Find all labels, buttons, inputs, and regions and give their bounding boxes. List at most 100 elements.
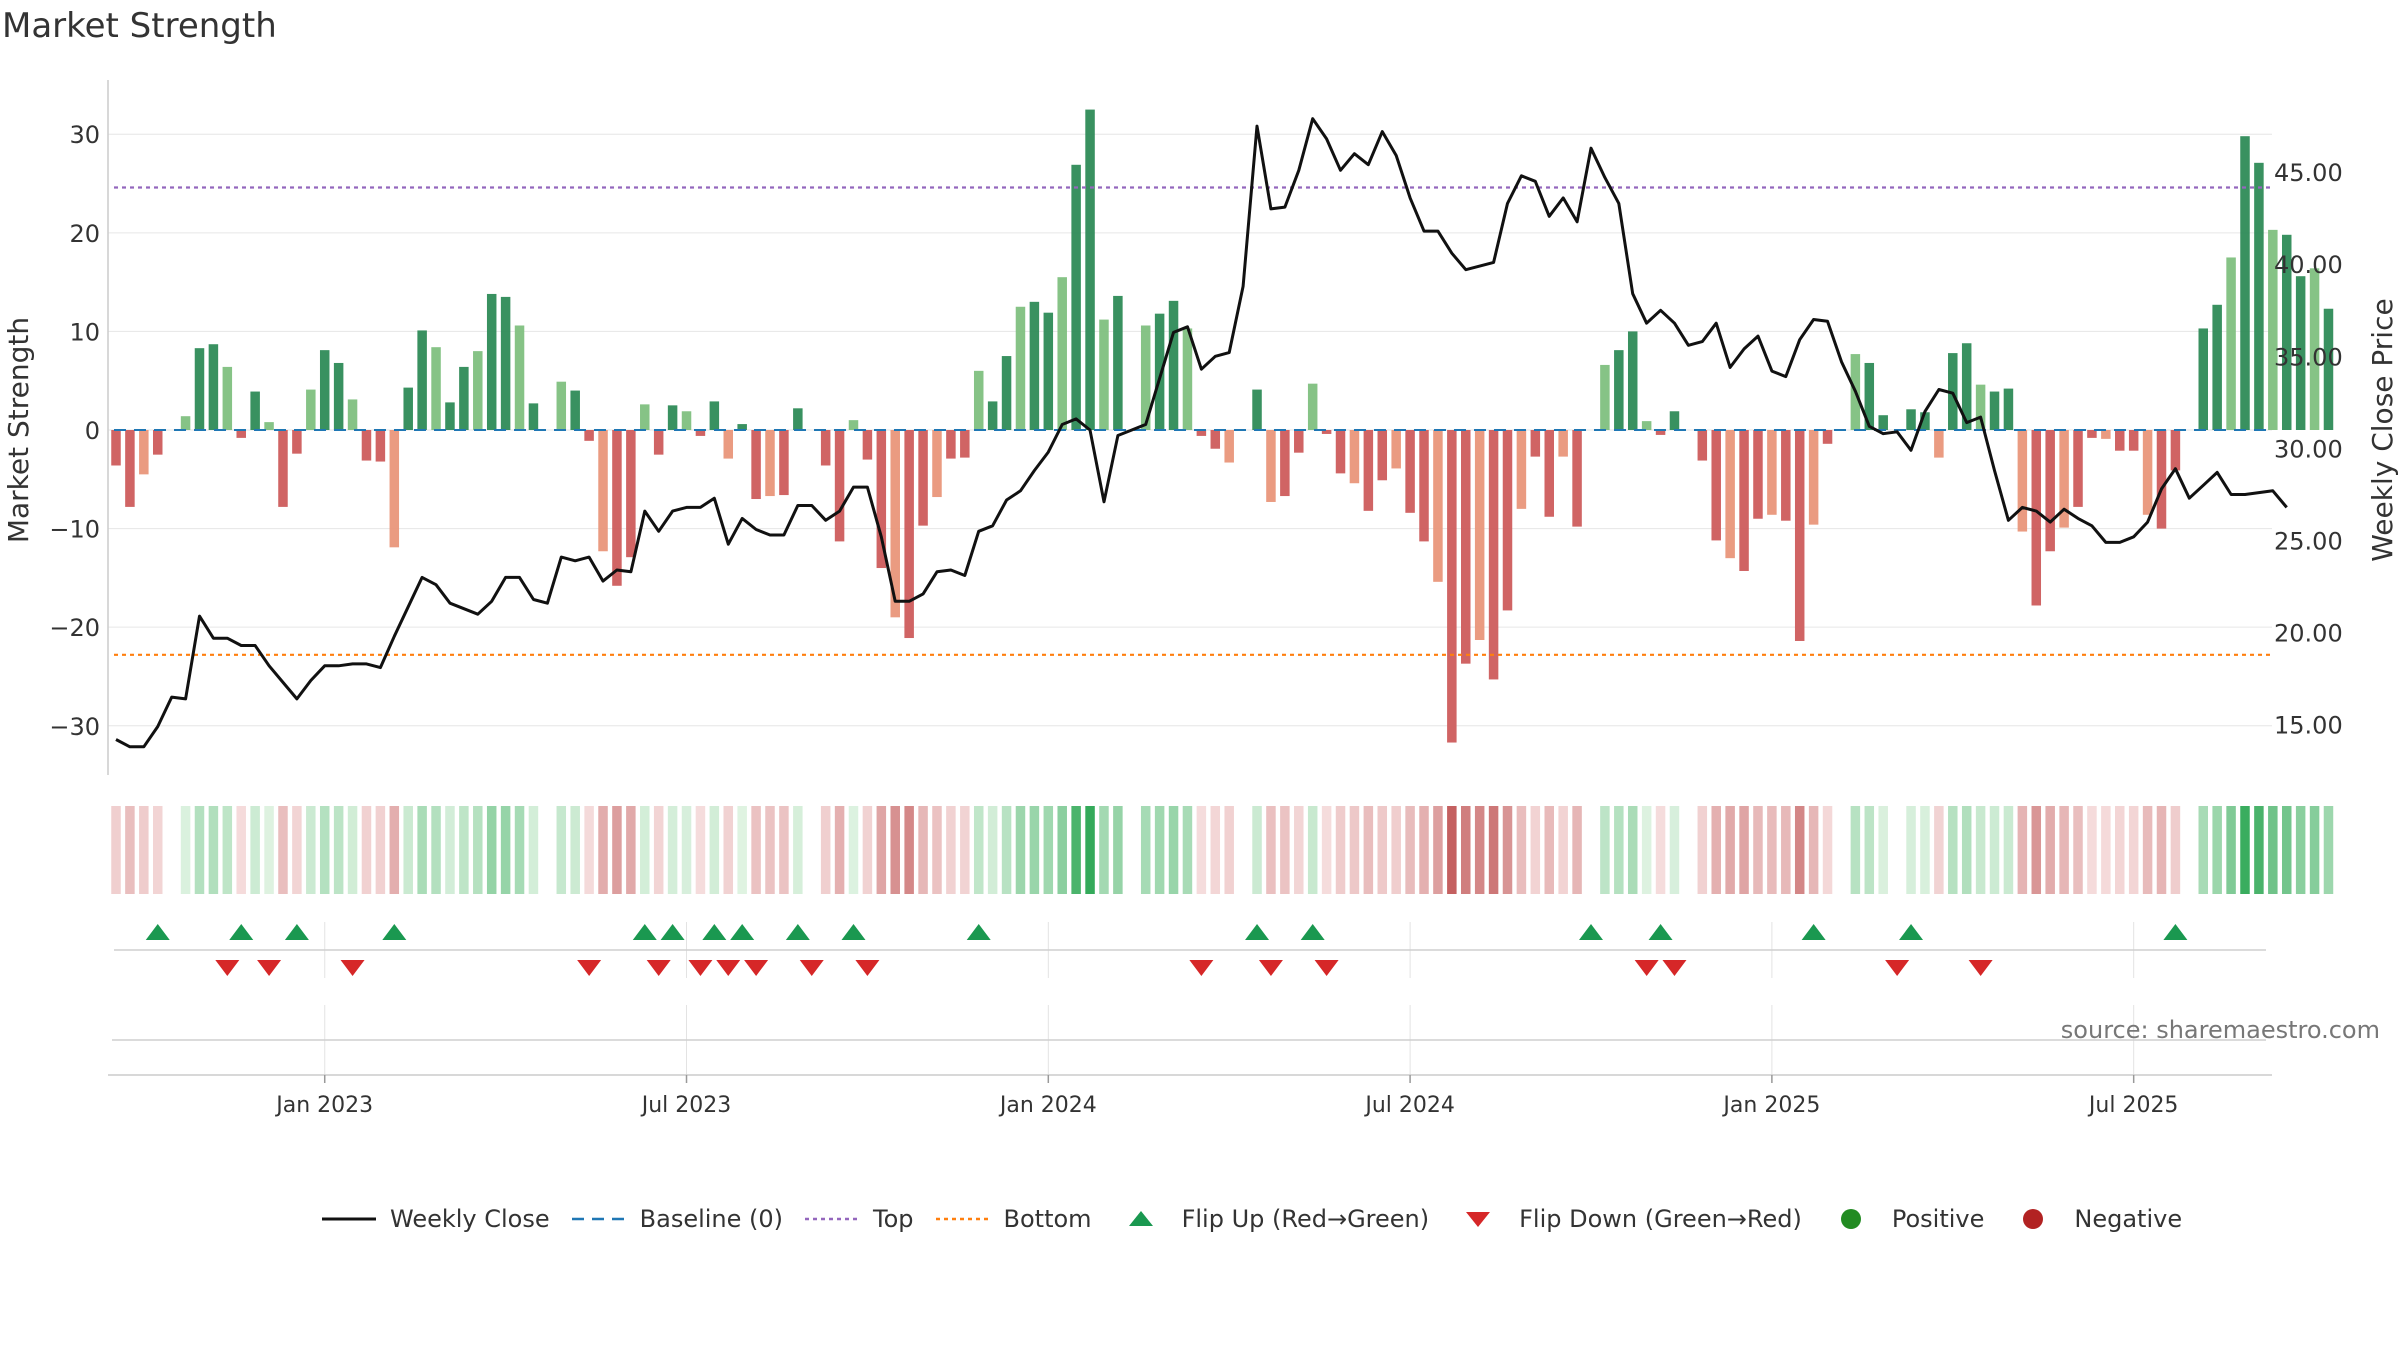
heat-cell — [1099, 806, 1109, 894]
legend-label: Weekly Close — [390, 1205, 550, 1233]
strength-bar — [1989, 391, 2000, 430]
strength-bar — [236, 430, 246, 438]
heat-cell — [1767, 806, 1777, 894]
strength-bar — [278, 430, 288, 507]
strength-bars — [111, 109, 2334, 743]
strength-bar — [1781, 430, 1791, 521]
strength-bar — [1154, 313, 1165, 430]
heat-cell — [1627, 806, 1638, 894]
heat-cell — [2031, 806, 2042, 894]
heat-cell — [2003, 806, 2014, 894]
heat-cell — [333, 806, 344, 894]
flip-down-marker — [799, 960, 824, 976]
strength-bar — [445, 402, 455, 430]
strength-bar — [250, 391, 260, 430]
legend-symbol — [1840, 1209, 1861, 1229]
strength-bar — [1349, 430, 1360, 484]
strength-bar — [1822, 430, 1833, 444]
heat-cell — [1934, 806, 1944, 894]
strength-bar — [2101, 430, 2111, 439]
y2-tick-label: 25.00 — [2274, 528, 2343, 556]
strength-bar — [2003, 388, 2014, 430]
heat-cell — [793, 806, 803, 894]
strength-bar — [222, 366, 233, 430]
strength-bar — [1488, 430, 1499, 680]
strength-bar — [946, 430, 956, 459]
heat-cell — [375, 806, 386, 894]
heat-cell — [2128, 806, 2139, 894]
heat-cell — [264, 806, 274, 894]
heat-cell — [1739, 806, 1749, 894]
heat-cell — [1321, 806, 1332, 894]
heat-cell — [1113, 806, 1123, 894]
heat-cell — [987, 806, 998, 894]
flip-down-marker — [744, 960, 769, 976]
legend: Weekly Close Baseline (0) Top Bottom Flip Up… — [320, 1205, 2182, 1233]
flip-down-marker — [215, 960, 240, 976]
strength-bar — [1572, 430, 1582, 527]
legend-item: Flip Up (Red→Green) — [1112, 1205, 1429, 1233]
heat-cell — [486, 806, 497, 894]
strength-bar — [2115, 430, 2125, 451]
strength-bar — [152, 430, 163, 455]
heat-cell — [1711, 806, 1721, 894]
legend-item: Bottom — [934, 1205, 1092, 1233]
strength-bar — [1920, 412, 1930, 430]
strength-bar — [2142, 430, 2153, 515]
strength-bar — [584, 430, 594, 441]
y2-tick-label: 20.00 — [2274, 620, 2343, 648]
heat-cell — [278, 806, 288, 894]
strength-bar — [1405, 430, 1415, 513]
strength-bar — [180, 416, 191, 430]
strength-bar — [528, 403, 539, 430]
heat-cell — [528, 806, 539, 894]
strength-bar — [2240, 136, 2250, 430]
legend-label: Top — [873, 1205, 914, 1233]
heat-cell — [152, 806, 163, 894]
strength-bar — [793, 408, 803, 430]
strength-bar — [1530, 430, 1541, 457]
strength-bar — [2226, 257, 2236, 430]
y-tick-label: 0 — [85, 417, 100, 445]
strength-bar — [486, 293, 497, 430]
strength-bar — [2073, 430, 2083, 507]
heat-cell — [194, 806, 205, 894]
strength-bar — [2295, 276, 2306, 430]
heat-cell — [208, 806, 219, 894]
heat-cell — [2323, 806, 2334, 894]
strength-bar — [1391, 430, 1401, 469]
strength-bar — [1600, 364, 1610, 430]
heat-cell — [445, 806, 455, 894]
strength-bar — [876, 430, 887, 569]
strength-bar — [640, 404, 650, 430]
strength-bar — [514, 325, 525, 430]
strength-bar — [973, 370, 984, 430]
strength-bar — [1641, 421, 1652, 430]
strength-bar — [918, 430, 928, 526]
heat-cell — [2115, 806, 2125, 894]
strength-bar — [1906, 409, 1916, 430]
heat-cell — [1349, 806, 1360, 894]
strength-bar — [723, 430, 734, 459]
strength-bar — [890, 430, 900, 618]
y2-tick-label: 45.00 — [2274, 159, 2343, 187]
strength-bar — [361, 430, 372, 461]
legend-dot-negative — [2023, 1209, 2044, 1229]
strength-bar — [1655, 430, 1666, 435]
source-note: source: sharemaestro.com — [2060, 1016, 2380, 1044]
strength-bar — [1808, 430, 1819, 525]
heat-cell — [2045, 806, 2055, 894]
strength-bar — [1015, 306, 1026, 430]
heat-cell — [1572, 806, 1582, 894]
strength-bar — [1071, 164, 1081, 430]
heat-cell — [1280, 806, 1290, 894]
legend-symbol — [571, 1217, 626, 1221]
heat-cell — [361, 806, 372, 894]
heat-cell — [1405, 806, 1415, 894]
heat-cell — [2017, 806, 2028, 894]
strength-bar — [1961, 343, 1972, 430]
strength-bar — [208, 344, 219, 430]
heat-cell — [1488, 806, 1499, 894]
strength-bar — [1043, 312, 1054, 430]
heat-cell — [1961, 806, 1972, 894]
